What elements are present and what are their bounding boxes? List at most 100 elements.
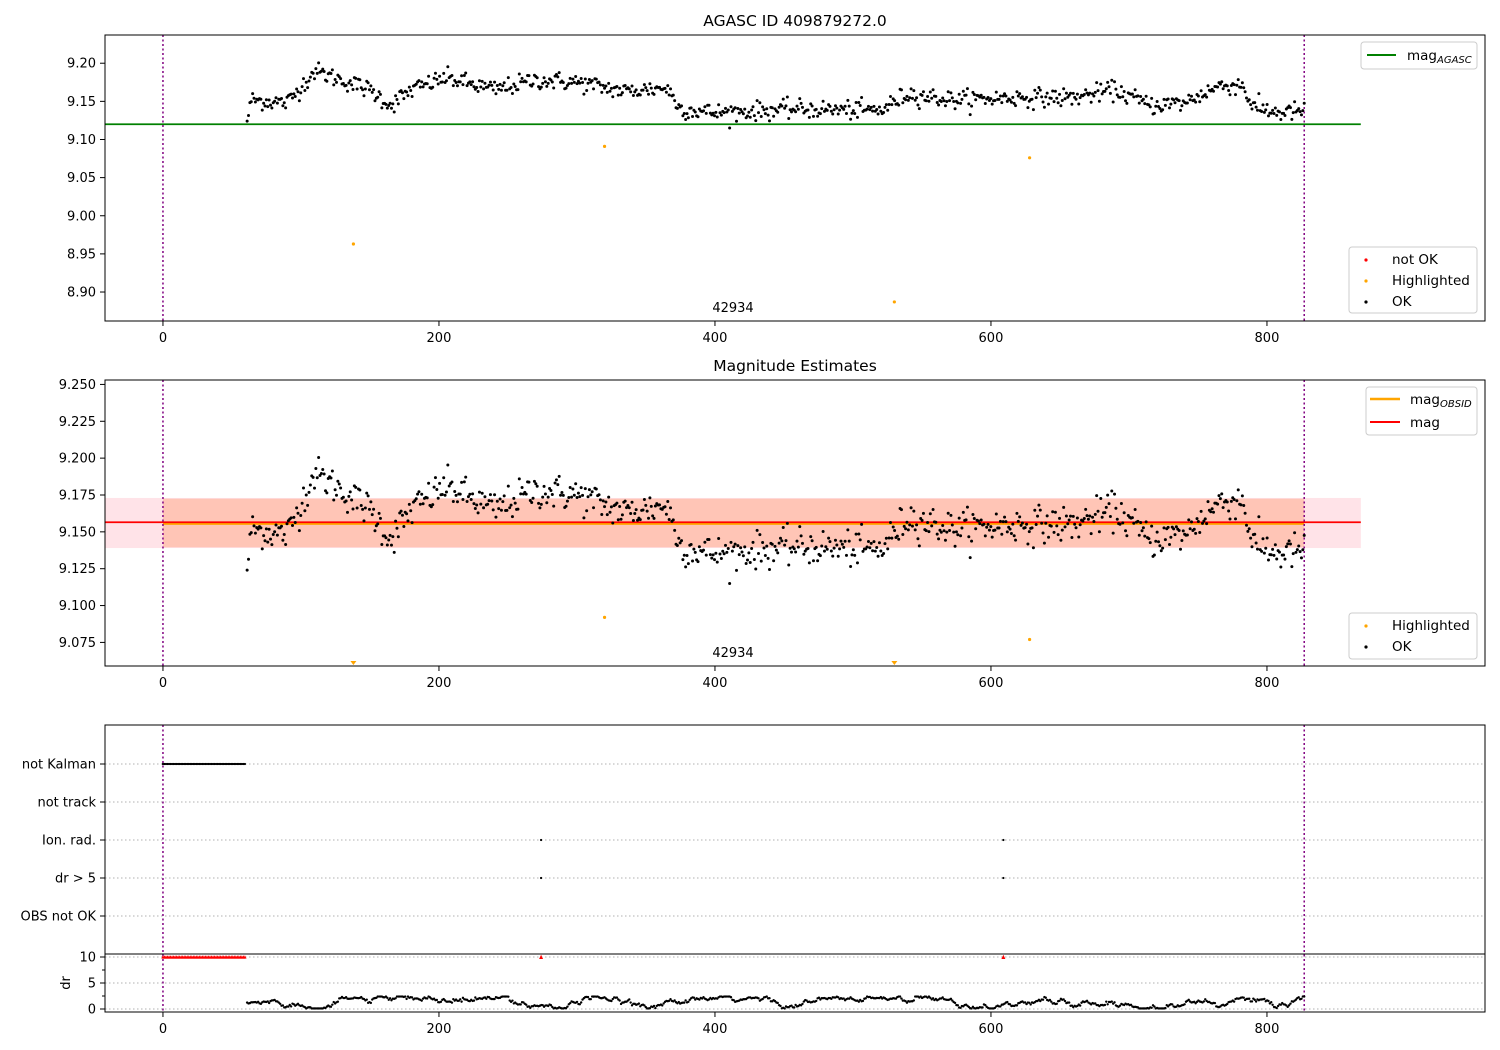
dr-point (864, 997, 867, 1000)
ok-point (1045, 91, 1049, 95)
panel2-title: Magnitude Estimates (713, 357, 877, 375)
ok-point (598, 498, 602, 502)
ok-point (931, 88, 935, 92)
ok-point (512, 496, 516, 500)
dr-point (643, 1004, 646, 1007)
ok-point (1049, 524, 1053, 528)
ok-point (915, 96, 919, 100)
ok-point (1033, 508, 1037, 512)
ok-point (931, 507, 935, 511)
ok-point (829, 549, 833, 553)
ok-point (767, 119, 771, 123)
ok-point (798, 97, 802, 101)
ok-point (652, 92, 656, 96)
ok-point (333, 78, 337, 82)
ok-point (647, 92, 651, 96)
dr-point (692, 996, 696, 999)
ok-point (1137, 533, 1141, 537)
dr-point (566, 1005, 569, 1008)
ok-point (974, 527, 978, 531)
ok-point (421, 85, 425, 89)
ok-point (561, 493, 565, 497)
ok-point (1114, 506, 1118, 510)
panel1-ytick-label: 9.15 (67, 95, 96, 110)
ok-point (678, 541, 682, 545)
dr-point (610, 999, 613, 1003)
ok-point (438, 481, 442, 485)
ok-point (1009, 100, 1013, 104)
ok-point (1018, 92, 1022, 96)
ok-point (985, 525, 989, 529)
ok-point (1283, 113, 1287, 117)
ok-point (986, 95, 990, 99)
ok-point (935, 532, 939, 536)
ok-point (377, 90, 381, 94)
ok-point (251, 92, 255, 96)
ok-point (743, 545, 747, 549)
ok-point (787, 117, 791, 120)
ok-point (928, 90, 932, 94)
ok-point (1188, 527, 1192, 531)
legend-highlighted-marker (1364, 279, 1368, 283)
not-kalman-point (231, 762, 234, 766)
ok-point (609, 505, 613, 509)
ok-point (652, 516, 656, 520)
dr-point (1171, 1003, 1174, 1006)
not-kalman-point (201, 762, 204, 766)
ok-point (1247, 98, 1251, 102)
ok-point (302, 486, 305, 490)
ok-point (572, 80, 576, 84)
highlighted-point (602, 144, 607, 148)
ok-point (409, 509, 413, 513)
ok-point (348, 79, 352, 83)
ok-point (953, 107, 957, 111)
ok-point (299, 513, 303, 517)
ok-point (1198, 531, 1202, 535)
panel1-plot: 42934 8.908.959.009.059.109.159.20 0 200 4… (67, 34, 1486, 346)
ok-point (416, 492, 420, 496)
ok-point (1150, 96, 1154, 100)
ok-point (794, 550, 798, 554)
dr-point (586, 995, 590, 999)
ok-point (1190, 94, 1193, 98)
ok-point (303, 509, 307, 513)
ok-point (576, 491, 580, 495)
ok-point (427, 74, 431, 78)
ok-point (693, 550, 697, 554)
ok-point (704, 553, 708, 557)
ok-point (796, 107, 800, 111)
ok-point (1044, 521, 1048, 525)
ok-point (601, 83, 605, 87)
ok-point (759, 114, 763, 118)
ok-point (1260, 109, 1264, 113)
dr-point (1297, 996, 1300, 999)
ok-point (506, 76, 510, 80)
ok-point (1093, 512, 1097, 516)
dr-clipped-marker (539, 954, 544, 959)
dr-point (1253, 998, 1256, 1002)
ok-point (431, 85, 435, 89)
ok-point (832, 108, 836, 112)
ok-point (776, 110, 780, 114)
ok-point (772, 559, 776, 563)
ok-point (454, 493, 458, 497)
ok-point (520, 76, 524, 80)
ok-point (952, 530, 956, 534)
ok-point (273, 530, 277, 534)
ok-point (351, 88, 355, 92)
ok-point (702, 109, 706, 113)
ok-point (721, 549, 725, 553)
ok-point (836, 112, 840, 116)
ok-point (1240, 494, 1244, 498)
ok-point (1088, 91, 1092, 95)
ok-point (921, 90, 925, 94)
ok-point (708, 553, 712, 557)
ok-point (499, 88, 503, 92)
ok-point (370, 513, 374, 517)
ok-point (696, 115, 700, 119)
ok-point (770, 542, 774, 546)
ok-point (850, 111, 854, 115)
ok-point (1122, 511, 1126, 515)
ok-point (1242, 504, 1246, 508)
ok-point (366, 494, 370, 498)
